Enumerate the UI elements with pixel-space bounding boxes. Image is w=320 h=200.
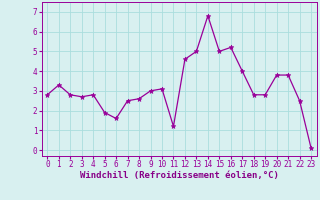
X-axis label: Windchill (Refroidissement éolien,°C): Windchill (Refroidissement éolien,°C) bbox=[80, 171, 279, 180]
